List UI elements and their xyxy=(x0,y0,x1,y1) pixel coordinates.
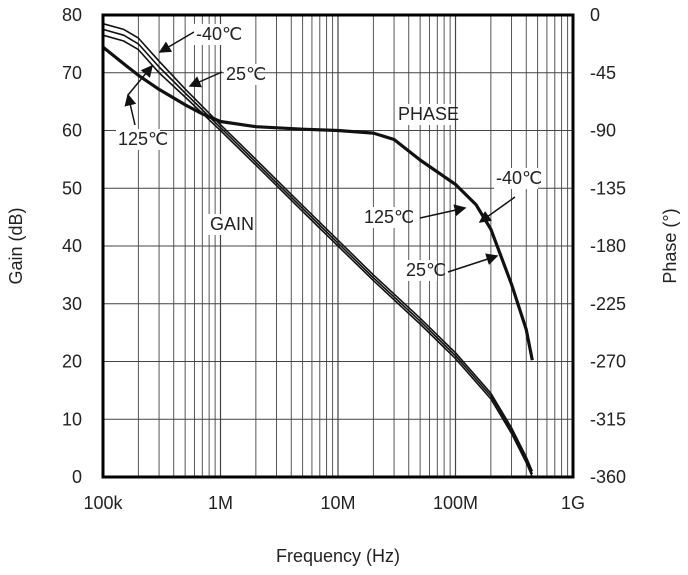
annotation-label: 25℃ xyxy=(406,260,446,280)
y2-tick-label: -180 xyxy=(590,236,626,256)
annotation-bg xyxy=(396,104,451,125)
y-tick-label: 40 xyxy=(62,236,82,256)
y2-tick-label: -45 xyxy=(590,63,616,83)
annotation-bg xyxy=(404,260,437,281)
annotation-arrow xyxy=(419,204,467,219)
curves xyxy=(101,22,534,478)
annotation-bg xyxy=(194,24,238,45)
x-tick-label: 100k xyxy=(83,493,123,513)
x-axis-label: Frequency (Hz) xyxy=(276,546,400,566)
gain-series-line xyxy=(102,34,534,478)
annotation-bg xyxy=(208,214,252,235)
annotation-label: GAIN xyxy=(210,214,254,234)
y2-axis-label: Phase (°) xyxy=(660,208,680,283)
y-tick-label: 30 xyxy=(62,294,82,314)
annotation-arrow xyxy=(478,196,516,223)
y-axis-label: Gain (dB) xyxy=(6,207,26,284)
y-tick-label: 10 xyxy=(62,409,82,429)
gain-series-line xyxy=(102,22,534,472)
annotation-arrow xyxy=(127,64,153,96)
phase-series-line xyxy=(101,45,534,361)
y-tick-label: 20 xyxy=(62,352,82,372)
annotation-bg xyxy=(224,64,257,85)
y-tick-label: 0 xyxy=(72,467,82,487)
annotation-arrow xyxy=(124,93,137,126)
tick-labels: 100k 1M 10M 100M 1G 0 10 20 30 40 50 60 70 80 0 -45 -90 -… xyxy=(62,5,626,513)
annotations: -40℃ 25℃ 125℃ PHASE GAIN 125℃ -40℃ 25℃ xyxy=(116,24,542,281)
annotation-arrow xyxy=(158,31,195,53)
x-tick-label: 100M xyxy=(433,493,478,513)
y-tick-label: 70 xyxy=(62,63,82,83)
y-tick-label: 60 xyxy=(62,121,82,141)
annotation-label: 125℃ xyxy=(118,129,168,149)
annotation-label: -40℃ xyxy=(196,24,242,44)
annotation-label: 125℃ xyxy=(364,207,414,227)
annotation-arrow xyxy=(447,253,499,273)
annotation-bg xyxy=(494,168,538,189)
y2-tick-label: -315 xyxy=(590,409,626,429)
annotation-bg xyxy=(362,207,406,228)
annotation-label: 25℃ xyxy=(226,64,266,84)
annotation-bg xyxy=(116,129,160,150)
gain-series-line xyxy=(102,28,534,475)
y2-tick-label: -225 xyxy=(590,294,626,314)
x-tick-label: 10M xyxy=(320,493,355,513)
x-tick-label: 1M xyxy=(208,493,233,513)
annotation-label: -40℃ xyxy=(496,168,542,188)
y-tick-label: 80 xyxy=(62,5,82,25)
y2-tick-label: -135 xyxy=(590,178,626,198)
y2-tick-label: -90 xyxy=(590,121,616,141)
annotation-label: PHASE xyxy=(398,104,459,124)
x-tick-label: 1G xyxy=(561,493,585,513)
y2-tick-label: -360 xyxy=(590,467,626,487)
y2-tick-label: -270 xyxy=(590,352,626,372)
y-tick-label: 50 xyxy=(62,178,82,198)
y2-tick-label: 0 xyxy=(590,5,600,25)
annotation-arrow xyxy=(188,71,223,88)
plot-frame xyxy=(101,13,575,479)
